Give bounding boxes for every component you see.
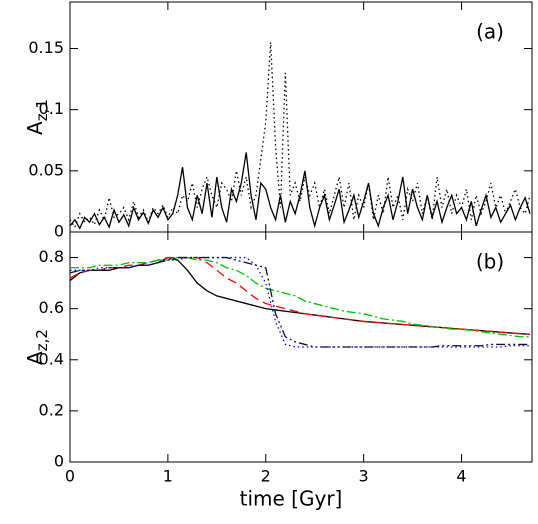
- data-line: [69, 42, 531, 229]
- y-tick-label: 0.8: [39, 247, 64, 266]
- y-axis-label: Az,2: [23, 329, 51, 365]
- y-tick-label: 0: [54, 452, 64, 471]
- y-tick-label: 0.05: [28, 160, 64, 179]
- y-axis-label-sub: z,1: [33, 99, 51, 121]
- x-tick-label: 1: [163, 467, 173, 486]
- data-line: [70, 256, 531, 338]
- data-line: [69, 152, 531, 230]
- x-axis-label: time [Gyr]: [240, 487, 343, 511]
- y-tick-label: 0.6: [39, 298, 64, 317]
- y-tick-label: 0: [54, 222, 64, 241]
- y-tick-label: 0.2: [39, 400, 64, 419]
- y-axis-label-base: A: [23, 351, 47, 365]
- y-tick-label: 0.15: [28, 38, 64, 57]
- panel-annotation: (b): [476, 250, 504, 274]
- y-axis-label: Az,1: [23, 99, 51, 135]
- x-tick-label: 2: [261, 467, 271, 486]
- data-line: [69, 256, 531, 335]
- y-tick-label: 0.4: [39, 349, 64, 368]
- data-line: [70, 256, 531, 348]
- data-line: [69, 256, 531, 348]
- panel: 0 1 2 3 4 0 0.2 0.4 0.6 0.8 Az,2 (b) time [Gyr]: [23, 231, 533, 511]
- data-line: [69, 256, 531, 335]
- plot-frame: [69, 231, 533, 463]
- x-tick-label: 3: [359, 467, 369, 486]
- y-axis-label-base: A: [23, 121, 47, 135]
- panel: 0 0.05 0.1 0.15 Az,1 (a): [23, 1, 533, 241]
- x-tick-label: 4: [456, 467, 466, 486]
- panel-annotation: (a): [476, 20, 504, 44]
- y-tick-label: 0.1: [39, 99, 64, 118]
- x-tick-label: 0: [65, 467, 75, 486]
- y-axis-label-sub: z,2: [33, 329, 51, 351]
